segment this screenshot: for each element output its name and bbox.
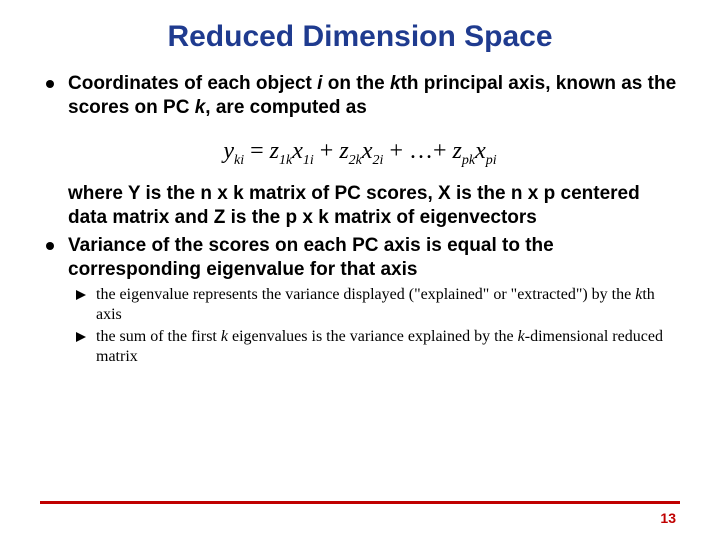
- bullet-dot-icon: [46, 242, 54, 250]
- sub-bullet-2: the sum of the first k eigenvalues is th…: [68, 327, 680, 367]
- text-italic: X: [438, 183, 451, 204]
- eq-op: +: [314, 138, 340, 164]
- eq-sub: 1i: [303, 152, 314, 167]
- eq-dots: …: [409, 138, 433, 164]
- text-fragment: the sum of the first: [96, 328, 221, 345]
- footer-divider: [40, 501, 680, 504]
- eq-var: z: [339, 138, 348, 164]
- eq-var: x: [475, 138, 486, 164]
- equation-block: yki = z1kx1i + z2kx2i + …+ zpkxpi: [40, 138, 680, 169]
- eq-sub: ki: [234, 152, 244, 167]
- arrow-right-icon: [76, 332, 86, 342]
- text-italic: Z: [214, 207, 226, 228]
- eq-var: x: [292, 138, 303, 164]
- text-italic: k: [221, 328, 228, 345]
- text-italic: n x k: [200, 183, 243, 204]
- text-fragment: is the: [451, 183, 511, 204]
- equation: yki = z1kx1i + z2kx2i + …+ zpkxpi: [223, 138, 496, 164]
- sub-bullet-1-text: the eigenvalue represents the variance d…: [96, 285, 680, 325]
- bullet-1-continuation: where Y is the n x k matrix of PC scores…: [68, 182, 680, 230]
- eq-sub: 1k: [279, 152, 292, 167]
- text-italic: k: [518, 328, 525, 345]
- eq-var: z: [270, 138, 279, 164]
- text-italic: p x k: [286, 207, 329, 228]
- bullet-2: Variance of the scores on each PC axis i…: [40, 234, 680, 282]
- text-fragment: where: [68, 183, 128, 204]
- sub-bullet-1: the eigenvalue represents the variance d…: [68, 285, 680, 325]
- slide-title: Reduced Dimension Space: [40, 20, 680, 54]
- bullet-1: Coordinates of each object i on the kth …: [40, 72, 680, 120]
- page-number: 13: [660, 510, 676, 526]
- eq-var: x: [362, 138, 373, 164]
- bullet-dot-icon: [46, 80, 54, 88]
- text-fragment: Coordinates of each object: [68, 73, 317, 94]
- bullet-1-text: Coordinates of each object i on the kth …: [68, 72, 680, 120]
- text-italic: k: [195, 97, 206, 118]
- eq-sub: 2i: [373, 152, 384, 167]
- text-fragment: matrix of eigenvectors: [329, 207, 537, 228]
- text-fragment: on the: [322, 73, 390, 94]
- text-fragment: eigenvalues is the variance explained by…: [228, 328, 518, 345]
- text-fragment: is the: [140, 183, 200, 204]
- eq-var: z: [453, 138, 462, 164]
- eq-var: y: [223, 138, 234, 164]
- text-fragment: , are computed as: [205, 97, 367, 118]
- eq-op: =: [244, 138, 270, 164]
- text-italic: k: [390, 73, 401, 94]
- bullet-2-text: Variance of the scores on each PC axis i…: [68, 234, 680, 282]
- eq-sub: 2k: [349, 152, 362, 167]
- arrow-right-icon: [76, 290, 86, 300]
- eq-sub: pk: [462, 152, 475, 167]
- text-italic: Y: [128, 183, 140, 204]
- eq-op: +: [433, 138, 453, 164]
- text-fragment: the eigenvalue represents the variance d…: [96, 286, 635, 303]
- text-fragment: is the: [225, 207, 285, 228]
- eq-op: +: [383, 138, 409, 164]
- eq-sub: pi: [486, 152, 497, 167]
- text-fragment: matrix of PC scores,: [244, 183, 438, 204]
- text-italic: n x p: [511, 183, 555, 204]
- sub-bullet-2-text: the sum of the first k eigenvalues is th…: [96, 327, 680, 367]
